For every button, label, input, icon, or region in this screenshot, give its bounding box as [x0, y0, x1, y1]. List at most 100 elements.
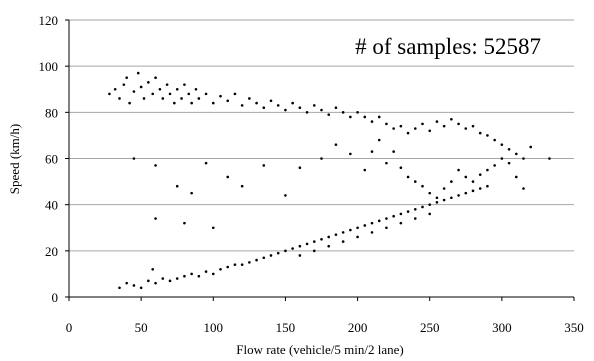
data-point	[284, 194, 287, 197]
data-point	[312, 104, 316, 107]
data-point	[457, 168, 460, 172]
data-point	[125, 76, 129, 80]
data-point	[240, 184, 244, 188]
data-point	[291, 247, 294, 250]
data-point	[385, 122, 388, 126]
data-point	[471, 124, 475, 128]
data-point	[262, 106, 266, 110]
data-point	[442, 187, 446, 190]
data-point	[269, 99, 273, 103]
data-point	[363, 168, 367, 172]
data-point	[204, 92, 208, 96]
data-point	[197, 274, 201, 278]
data-point	[471, 180, 475, 183]
data-point	[211, 226, 215, 230]
data-point	[392, 150, 395, 153]
data-point	[435, 196, 439, 200]
data-point	[158, 87, 162, 91]
data-point	[493, 138, 496, 142]
data-point	[298, 166, 302, 170]
data-point	[284, 108, 287, 112]
y-tick-labels: 0 20 40 60 80 100 120	[39, 13, 69, 305]
data-point	[406, 175, 410, 179]
data-point	[276, 251, 280, 255]
data-point	[204, 270, 208, 273]
data-point	[233, 92, 237, 96]
data-point	[486, 134, 489, 137]
data-point	[108, 92, 111, 96]
data-point	[132, 157, 136, 160]
data-point	[190, 191, 193, 195]
data-point	[435, 120, 439, 123]
data-points	[108, 71, 551, 290]
data-point	[406, 210, 410, 213]
data-point	[118, 286, 121, 290]
data-point	[291, 101, 294, 105]
data-point	[113, 87, 117, 91]
data-point	[413, 127, 417, 130]
x-tick-label: 300	[492, 320, 512, 335]
data-point	[413, 180, 417, 183]
data-point	[154, 217, 157, 220]
data-point	[399, 166, 403, 170]
data-point	[255, 101, 258, 105]
data-point	[493, 164, 496, 167]
x-tick-label: 200	[348, 320, 368, 335]
data-point	[219, 268, 222, 271]
data-point	[168, 279, 172, 283]
data-point	[457, 194, 460, 197]
data-point	[514, 175, 518, 179]
data-point	[370, 231, 374, 234]
data-point	[500, 157, 504, 160]
data-point	[165, 83, 169, 86]
y-axis-title: Speed (km/h)	[7, 124, 22, 194]
data-point	[320, 237, 323, 241]
data-point	[183, 83, 186, 86]
data-point	[190, 101, 193, 105]
data-point	[471, 189, 475, 193]
sample-count-annotation: # of samples: 52587	[355, 34, 541, 59]
data-point	[334, 233, 338, 236]
data-point	[219, 94, 222, 98]
data-point	[327, 244, 331, 248]
y-tick-label: 80	[45, 105, 58, 120]
data-point	[478, 173, 482, 176]
data-point	[226, 99, 230, 103]
data-point	[161, 277, 165, 280]
data-point	[298, 106, 302, 110]
data-point	[450, 117, 453, 121]
data-point	[399, 221, 403, 225]
data-point	[428, 129, 432, 133]
data-point	[428, 191, 432, 195]
data-point	[334, 106, 338, 110]
data-point	[298, 244, 302, 248]
data-point	[327, 113, 331, 116]
x-tick-label: 250	[420, 320, 440, 335]
data-point	[341, 240, 345, 243]
data-point	[464, 127, 468, 130]
data-point	[399, 212, 403, 216]
data-point	[442, 124, 446, 128]
data-point	[363, 115, 367, 119]
y-tick-label: 20	[45, 244, 58, 259]
data-point	[147, 279, 150, 283]
data-point	[194, 87, 198, 91]
data-point	[370, 221, 374, 225]
data-point	[175, 87, 179, 91]
data-point	[392, 127, 395, 130]
data-point	[151, 268, 154, 271]
data-point	[327, 235, 331, 239]
data-point	[385, 226, 388, 230]
data-point	[428, 212, 432, 216]
data-point	[154, 164, 157, 167]
data-point	[464, 175, 468, 179]
data-point	[183, 221, 186, 225]
data-point	[142, 97, 146, 100]
data-point	[298, 254, 302, 257]
x-tick-label: 100	[204, 320, 224, 335]
data-point	[175, 184, 179, 188]
data-point	[450, 196, 453, 200]
data-point	[392, 214, 395, 218]
data-point	[226, 175, 230, 179]
x-axis-title: Flow rate (vehicle/5 min/2 lane)	[236, 342, 404, 357]
